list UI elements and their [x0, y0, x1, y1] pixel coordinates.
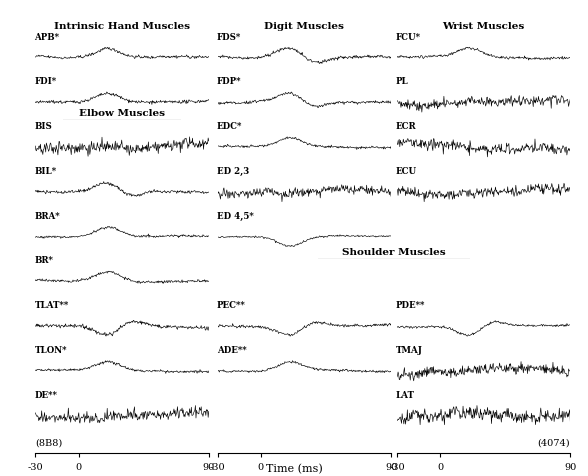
Text: Time (ms): Time (ms)	[266, 463, 322, 474]
Text: TLON*: TLON*	[35, 345, 67, 354]
Text: BR*: BR*	[35, 256, 54, 265]
Text: FDP*: FDP*	[217, 77, 241, 86]
Text: ED 4,5*: ED 4,5*	[217, 211, 253, 220]
Text: BIL*: BIL*	[35, 167, 56, 176]
Text: LAT: LAT	[396, 390, 415, 399]
Text: ED 2,3: ED 2,3	[217, 167, 249, 176]
Text: ECU: ECU	[396, 167, 417, 176]
Text: Wrist Muscles: Wrist Muscles	[443, 22, 524, 31]
Text: DE**: DE**	[35, 390, 57, 399]
Text: Intrinsic Hand Muscles: Intrinsic Hand Muscles	[54, 22, 190, 31]
Text: Elbow Muscles: Elbow Muscles	[79, 109, 165, 118]
Text: Digit Muscles: Digit Muscles	[265, 22, 344, 31]
Text: FCU*: FCU*	[396, 32, 421, 41]
Text: BRA*: BRA*	[35, 211, 60, 220]
Text: (4074): (4074)	[538, 438, 570, 447]
Text: FDI*: FDI*	[35, 77, 56, 86]
Text: BIS: BIS	[35, 122, 52, 131]
Text: (8B8): (8B8)	[35, 438, 62, 447]
Text: PL: PL	[396, 77, 409, 86]
Text: FDS*: FDS*	[217, 32, 241, 41]
Text: ECR: ECR	[396, 122, 417, 131]
Text: ADE**: ADE**	[217, 345, 246, 354]
Text: PEC**: PEC**	[217, 301, 245, 309]
Text: Shoulder Muscles: Shoulder Muscles	[342, 248, 446, 257]
Text: APB*: APB*	[35, 32, 59, 41]
Text: EDC*: EDC*	[217, 122, 242, 131]
Text: PDE**: PDE**	[396, 301, 425, 309]
Text: TLAT**: TLAT**	[35, 301, 69, 309]
Text: TMAJ: TMAJ	[396, 345, 423, 354]
